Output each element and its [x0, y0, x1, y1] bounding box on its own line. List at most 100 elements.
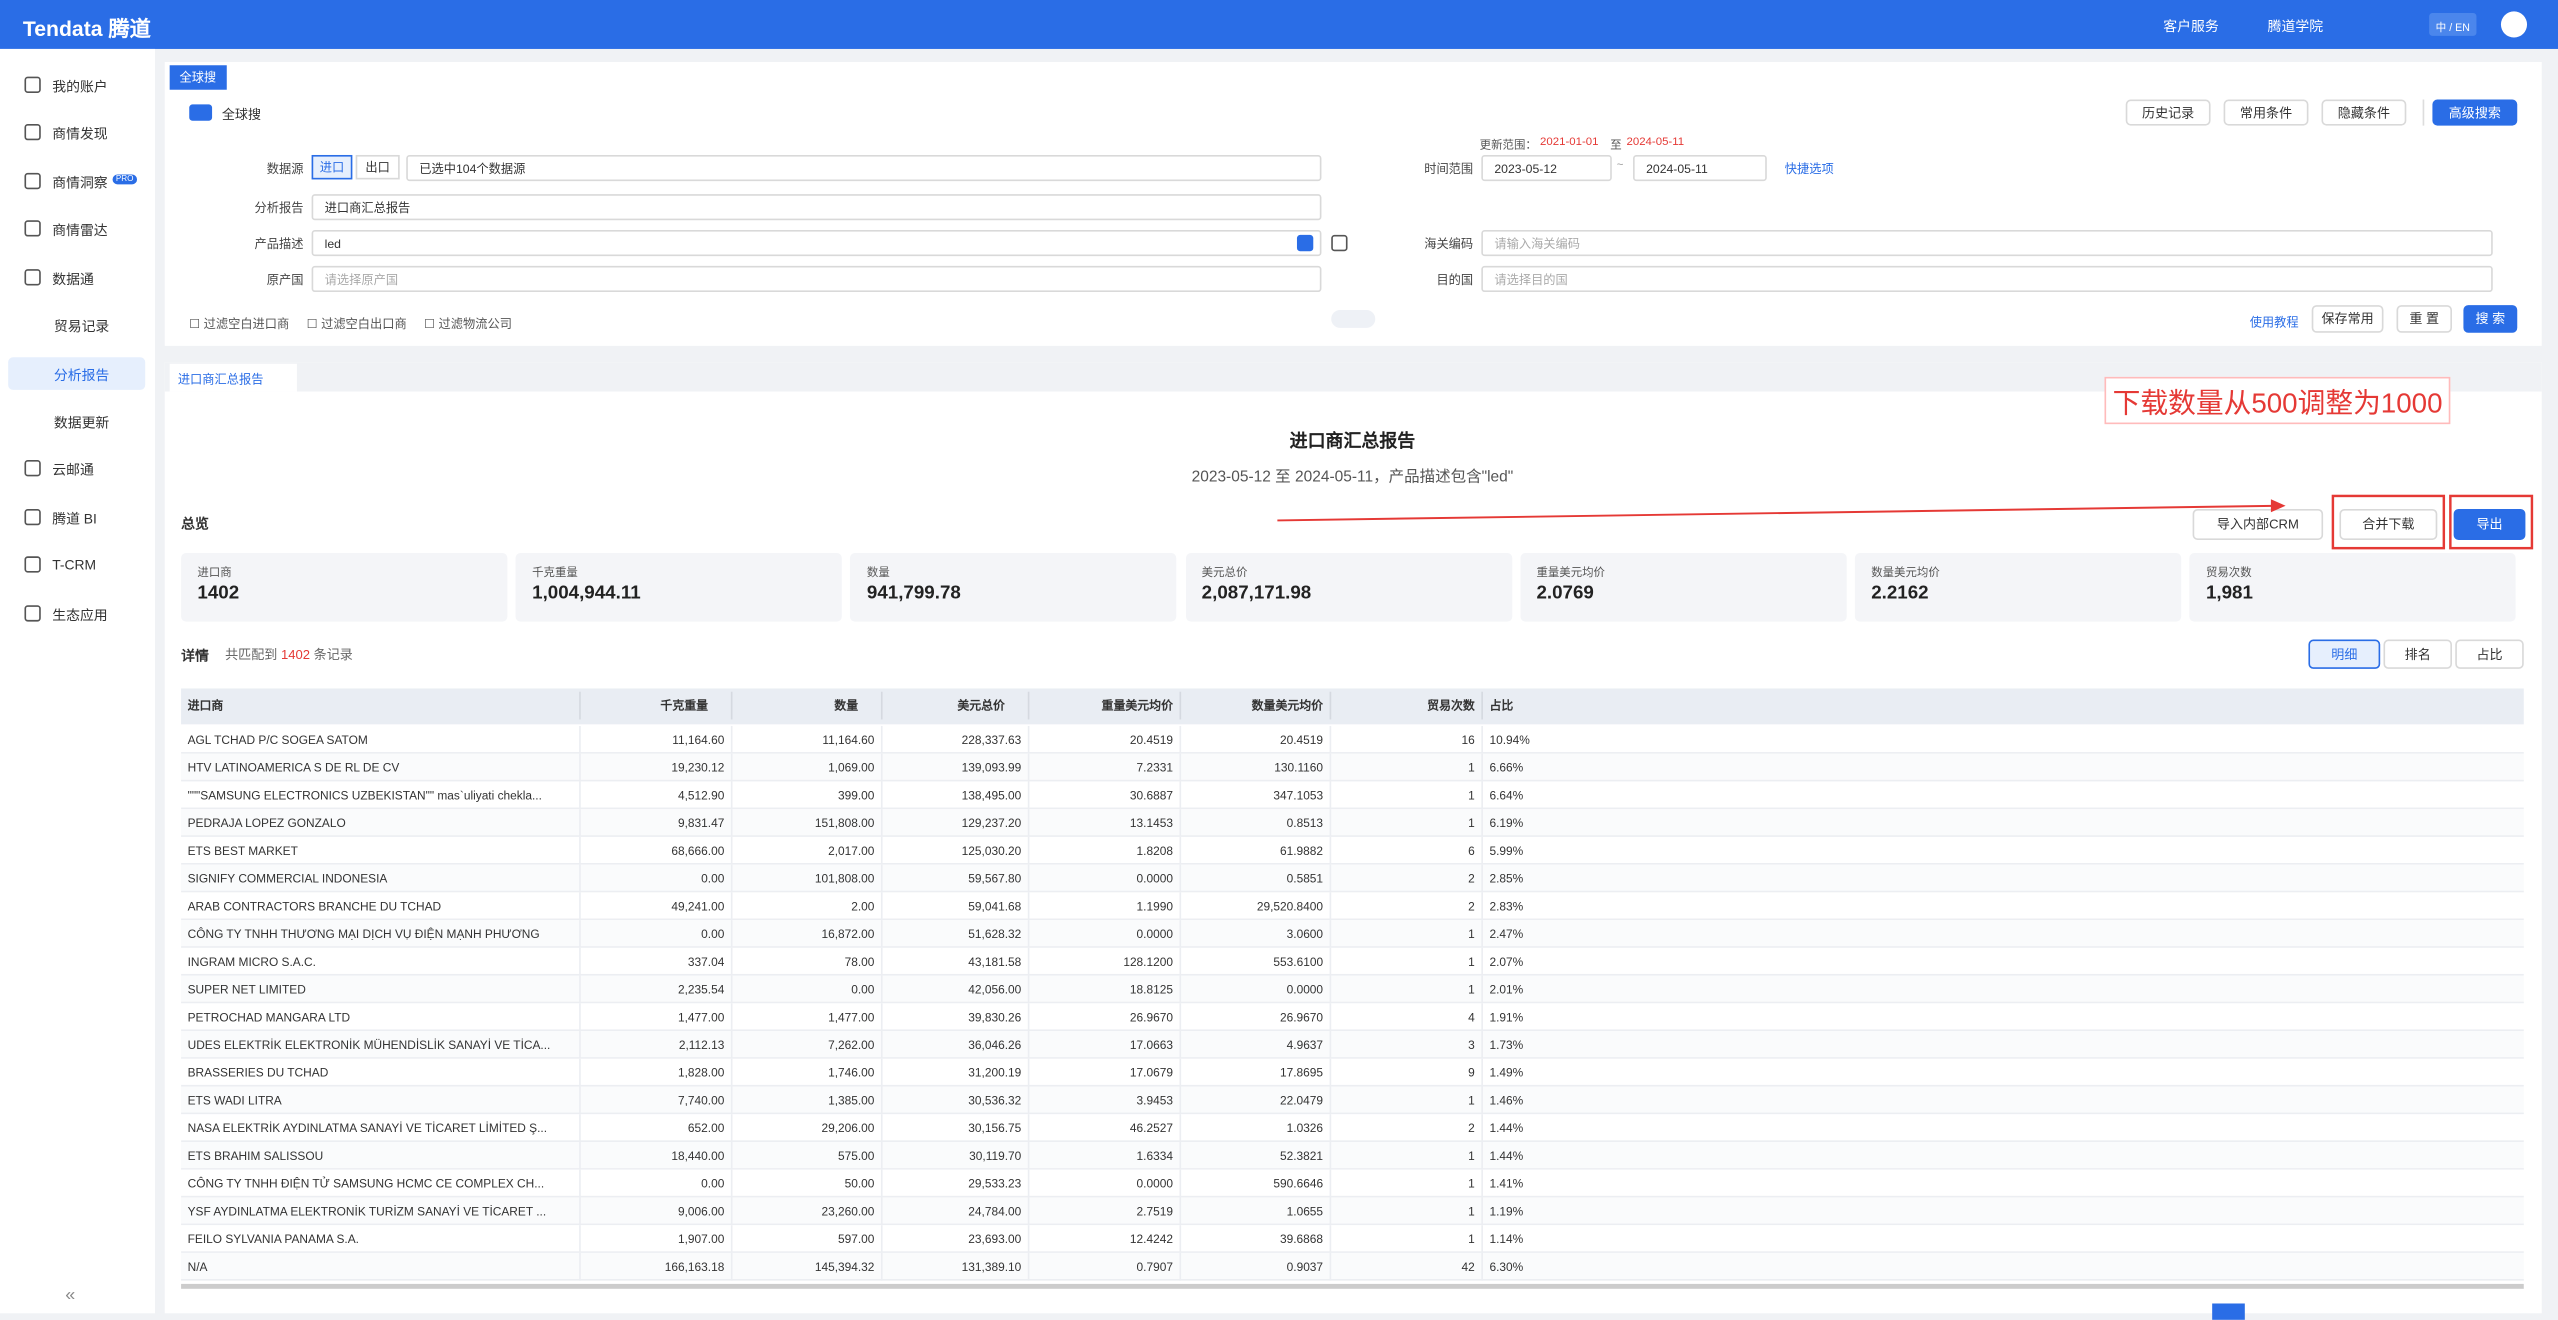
stat-label: 贸易次数 [2206, 564, 2252, 580]
sidebar-item[interactable]: 商情发现 [52, 124, 107, 144]
table-cell: 652.00 [579, 1115, 731, 1143]
sidebar-item[interactable]: 生态应用 [52, 605, 107, 625]
company-name[interactable]: AGL TCHAD P/C SOGEA SATOM [181, 725, 579, 753]
nav-icon [24, 605, 40, 621]
company-name[interactable]: UDES ELEKTRİK ELEKTRONİK MÜHENDİSLİK SAN… [181, 1031, 579, 1059]
table-cell: 29,533.23 [881, 1170, 1028, 1198]
table-cell: 0.00 [579, 1170, 731, 1198]
table-cell: 1.14% [1481, 1226, 2523, 1254]
sidebar-item[interactable]: 云邮通 [52, 460, 94, 480]
company-name[interactable]: HTV LATINOAMERICA S DE RL DE CV [181, 753, 579, 781]
table-cell: 2.85% [1481, 864, 2523, 892]
table-cell: 1 [1330, 1170, 1482, 1198]
company-name[interactable]: SIGNIFY COMMERCIAL INDONESIA [181, 864, 579, 892]
table-cell: 2.47% [1481, 920, 2523, 948]
table-cell: 18,440.00 [579, 1142, 731, 1170]
sidebar-item[interactable]: 商情雷达 [52, 220, 107, 240]
table-cell: 1,828.00 [579, 1059, 731, 1087]
table-cell: 337.04 [579, 948, 731, 976]
annotation-arrow [1277, 506, 2280, 521]
company-name[interactable]: NASA ELEKTRİK AYDINLATMA SANAYİ VE TİCAR… [181, 1115, 579, 1143]
company-name[interactable]: """SAMSUNG ELECTRONICS UZBEKISTAN"" mas`… [181, 781, 579, 809]
sidebar-item[interactable]: 分析报告 [54, 365, 109, 385]
sidebar-item[interactable]: 数据更新 [54, 413, 109, 433]
sidebar-item[interactable]: 我的账户 [52, 77, 107, 97]
stat-label: 数量美元均价 [1871, 564, 1940, 580]
table-cell: 46.2527 [1028, 1115, 1180, 1143]
table-cell: 553.6100 [1180, 948, 1330, 976]
table-cell: 2.7519 [1028, 1198, 1180, 1226]
column-header[interactable]: 千克重量 [579, 692, 731, 720]
table-cell: 101,808.00 [731, 864, 881, 892]
nav-icon [24, 124, 40, 140]
table-cell: 1 [1330, 809, 1482, 837]
stat-value: 1,004,944.11 [532, 584, 641, 604]
table-cell: 17.8695 [1180, 1059, 1330, 1087]
table-cell: 138,495.00 [881, 781, 1028, 809]
column-header: 数量美元均价 [1180, 692, 1330, 720]
company-name[interactable]: PEDRAJA LOPEZ GONZALO [181, 809, 579, 837]
stat-value: 941,799.78 [867, 584, 961, 604]
table-cell: 1 [1330, 781, 1482, 809]
company-name[interactable]: ETS BRAHIM SALISSOU [181, 1142, 579, 1170]
table-cell: 52.3821 [1180, 1142, 1330, 1170]
sidebar-item[interactable]: 贸易记录 [54, 316, 109, 336]
table-cell: 20.4519 [1180, 725, 1330, 753]
table-cell: 139,093.99 [881, 753, 1028, 781]
table-cell: 166,163.18 [579, 1254, 731, 1282]
table-cell: 0.9037 [1180, 1254, 1330, 1282]
company-name[interactable]: CÔNG TY TNHH THƯƠNG MẠI DỊCH VỤ ĐIỆN MẠN… [181, 920, 579, 948]
table-cell: 36,046.26 [881, 1031, 1028, 1059]
table-cell: 590.6646 [1180, 1170, 1330, 1198]
table-cell: 1.46% [1481, 1087, 2523, 1115]
highlight-box [2450, 496, 2532, 548]
company-name[interactable]: CÔNG TY TNHH ĐIỆN TỬ SAMSUNG HCMC CE COM… [181, 1170, 579, 1198]
table-cell: 1.49% [1481, 1059, 2523, 1087]
table-cell: 125,030.20 [881, 836, 1028, 864]
table-cell: 31,200.19 [881, 1059, 1028, 1087]
table-cell: 128.1200 [1028, 948, 1180, 976]
table-cell: 1.91% [1481, 1003, 2523, 1031]
table-cell: 0.0000 [1028, 864, 1180, 892]
table-cell: 11,164.60 [731, 725, 881, 753]
table-cell: 1.19% [1481, 1198, 2523, 1226]
table-cell: 2,235.54 [579, 975, 731, 1003]
table-cell: 151,808.00 [731, 809, 881, 837]
sidebar-item[interactable]: 商情洞察 [52, 173, 107, 193]
stat-label: 数量 [867, 564, 890, 580]
column-header[interactable]: 美元总价 [881, 692, 1028, 720]
table-cell: 26.9670 [1180, 1003, 1330, 1031]
table-cell: 3.9453 [1028, 1087, 1180, 1115]
table-cell: 9,006.00 [579, 1198, 731, 1226]
company-name[interactable]: ARAB CONTRACTORS BRANCHE DU TCHAD [181, 892, 579, 920]
table-cell: 17.0663 [1028, 1031, 1180, 1059]
sidebar-item[interactable]: T-CRM [52, 556, 96, 572]
stat-value: 2,087,171.98 [1202, 584, 1312, 604]
column-header: 贸易次数 [1330, 692, 1482, 720]
nav-icon [24, 220, 40, 236]
table-cell: 1,477.00 [579, 1003, 731, 1031]
company-name[interactable]: INGRAM MICRO S.A.C. [181, 948, 579, 976]
company-name[interactable]: ETS BEST MARKET [181, 836, 579, 864]
company-name[interactable]: BRASSERIES DU TCHAD [181, 1059, 579, 1087]
company-name[interactable]: PETROCHAD MANGARA LTD [181, 1003, 579, 1031]
table-cell: 228,337.63 [881, 725, 1028, 753]
table-cell: 39,830.26 [881, 1003, 1028, 1031]
company-name[interactable]: SUPER NET LIMITED [181, 975, 579, 1003]
column-header: 重量美元均价 [1028, 692, 1180, 720]
column-header[interactable]: 数量 [731, 692, 881, 720]
sidebar-item[interactable]: 数据通 [52, 269, 94, 289]
company-name[interactable]: YSF AYDINLATMA ELEKTRONİK TURİZM SANAYİ … [181, 1198, 579, 1226]
company-name[interactable]: N/A [181, 1254, 579, 1282]
table-cell: 6 [1330, 836, 1482, 864]
table-cell: 30,536.32 [881, 1087, 1028, 1115]
sidebar-item[interactable]: 腾道 BI [52, 509, 97, 529]
table-cell: 29,520.8400 [1180, 892, 1330, 920]
table-cell: 11,164.60 [579, 725, 731, 753]
table-cell: 130.1160 [1180, 753, 1330, 781]
company-name[interactable]: ETS WADI LITRA [181, 1087, 579, 1115]
table-cell: 6.19% [1481, 809, 2523, 837]
company-name[interactable]: FEILO SYLVANIA PANAMA S.A. [181, 1226, 579, 1254]
table-cell: 0.5851 [1180, 864, 1330, 892]
